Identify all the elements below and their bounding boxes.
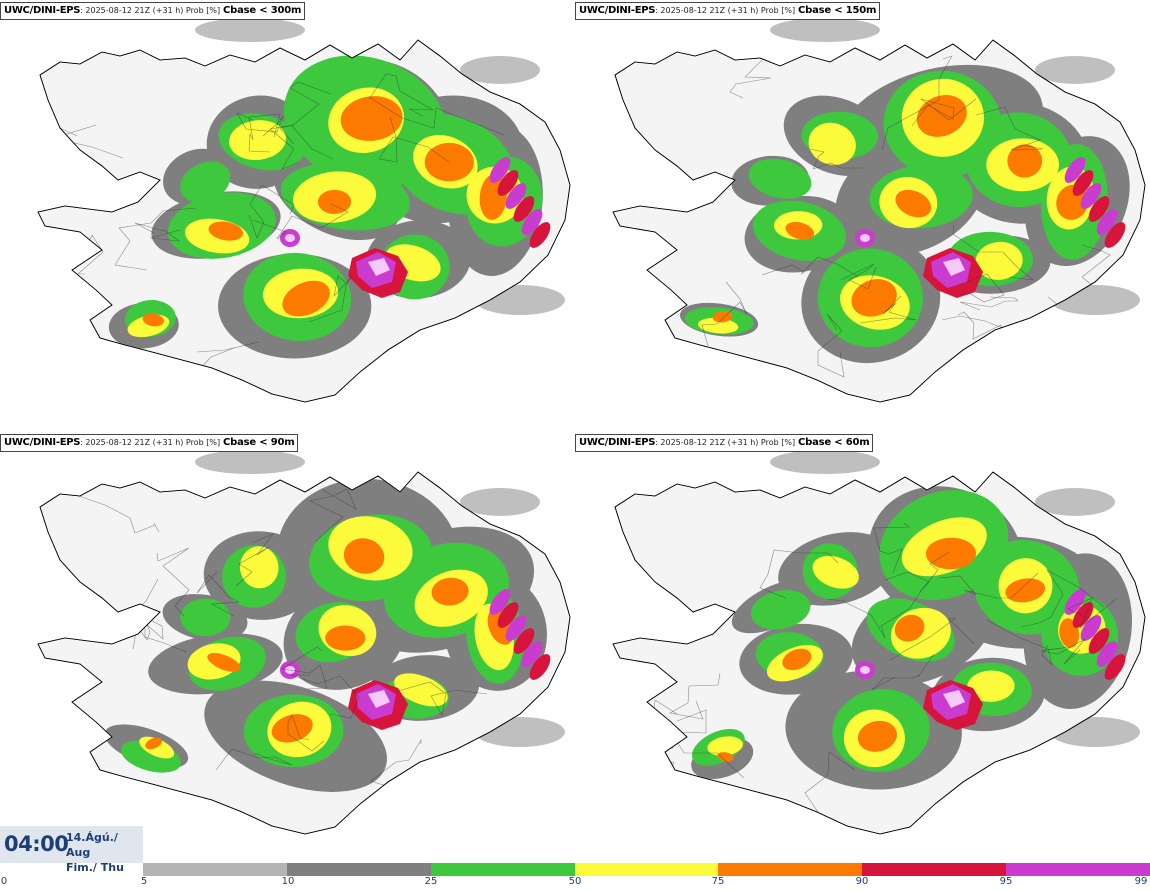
legend-swatch-10-25 — [287, 863, 431, 876]
run-info: : 2025-08-12 21Z (+31 h) Prob [%] — [655, 438, 796, 447]
iceland-map — [37, 18, 571, 403]
model-name: UWC/DINI-EPS — [4, 5, 81, 16]
valid-time: 04:00 — [4, 832, 69, 856]
panel-header: UWC/DINI-EPS: 2025-08-12 21Z (+31 h) Pro… — [575, 2, 881, 20]
valid-date-line2: Fim./ Thu — [66, 861, 124, 874]
panel-header: UWC/DINI-EPS: 2025-08-12 21Z (+31 h) Pro… — [0, 434, 299, 452]
legend-tick-75: 75 — [711, 876, 725, 887]
iceland-map — [37, 450, 571, 835]
run-info: : 2025-08-12 21Z (+31 h) Prob [%] — [655, 6, 796, 15]
legend-swatch-5-10 — [143, 863, 287, 876]
legend-swatch-90-95 — [862, 863, 1006, 876]
run-info: : 2025-08-12 21Z (+31 h) Prob [%] — [80, 6, 221, 15]
legend-tick-25: 25 — [424, 876, 438, 887]
parameter-label: Cbase < 90m — [222, 437, 295, 448]
valid-date: 14.Ágú./ Aug Fim./ Thu — [66, 830, 143, 875]
legend-tick-95: 95 — [999, 876, 1013, 887]
valid-time-box: 04:00 14.Ágú./ Aug Fim./ Thu — [0, 826, 143, 874]
panel-header: UWC/DINI-EPS: 2025-08-12 21Z (+31 h) Pro… — [575, 434, 874, 452]
legend-tick-10: 10 — [281, 876, 295, 887]
run-info: : 2025-08-12 21Z (+31 h) Prob [%] — [80, 438, 221, 447]
legend-tick-90: 90 — [855, 876, 869, 887]
legend-swatch-25-50 — [431, 863, 575, 876]
legend-swatch-75-90 — [718, 863, 862, 876]
model-name: UWC/DINI-EPS — [4, 437, 81, 448]
legend-tick-5: 5 — [140, 876, 148, 887]
legend-tick-99: 99 — [1134, 876, 1148, 887]
legend-tick-50: 50 — [568, 876, 582, 887]
parameter-label: Cbase < 300m — [222, 5, 302, 16]
parameter-label: Cbase < 150m — [797, 5, 877, 16]
valid-date-line1: 14.Ágú./ Aug — [66, 831, 118, 859]
model-name: UWC/DINI-EPS — [579, 437, 656, 448]
map-panel-60m: UWC/DINI-EPS: 2025-08-12 21Z (+31 h) Pro… — [575, 432, 1150, 863]
panel-header: UWC/DINI-EPS: 2025-08-12 21Z (+31 h) Pro… — [0, 2, 306, 20]
map-panel-150m: UWC/DINI-EPS: 2025-08-12 21Z (+31 h) Pro… — [575, 0, 1150, 431]
legend-swatch-50-75 — [575, 863, 718, 876]
iceland-map — [612, 18, 1146, 403]
legend-tick-0: 0 — [0, 876, 8, 887]
color-legend — [143, 863, 1150, 876]
model-name: UWC/DINI-EPS — [579, 5, 656, 16]
iceland-map — [612, 450, 1146, 835]
parameter-label: Cbase < 60m — [797, 437, 870, 448]
legend-swatch-95-99 — [1006, 863, 1150, 876]
map-panel-300m: UWC/DINI-EPS: 2025-08-12 21Z (+31 h) Pro… — [0, 0, 575, 431]
map-panel-90m: UWC/DINI-EPS: 2025-08-12 21Z (+31 h) Pro… — [0, 432, 575, 863]
